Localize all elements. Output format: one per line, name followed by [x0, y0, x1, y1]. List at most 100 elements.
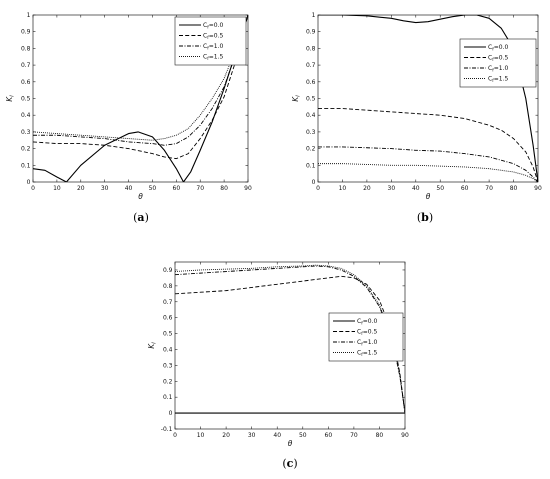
x-tick-label: 80 [510, 185, 518, 192]
y-tick-label: 0.4 [21, 112, 31, 119]
legend-entry-subscript: f [207, 24, 209, 29]
x-tick-label: 60 [461, 185, 469, 192]
y-tick-label: 0 [27, 179, 31, 186]
legend-entry: Cf=1.0 [488, 65, 508, 72]
y-tick-label: 1 [312, 12, 316, 19]
caption-letter: b [421, 211, 429, 224]
chart-panel-a: 0 10 20 30 40 50 60 70 80 90 0 0.1 0.2 0.3 0.4 0.5 0.6 0.… [5, 12, 252, 224]
x-tick-label: 10 [197, 432, 205, 439]
y-tick-label: 1 [27, 12, 31, 19]
legend: Cf=0.0Cf=0.5Cf=1.0Cf=1.5 [174, 16, 247, 66]
x-tick-label: 90 [534, 185, 542, 192]
series-line-dashdot [33, 15, 248, 146]
caption-paren-close: ) [145, 211, 149, 224]
y-axis-label: KI [291, 95, 302, 102]
y-tick-label: 0.5 [306, 96, 316, 103]
legend-entry-value: =0.0 [363, 318, 378, 325]
y-tick-label: 0.6 [306, 79, 316, 86]
x-tick-label: 80 [376, 432, 384, 439]
y-tick-label: 0.2 [163, 378, 173, 385]
caption-paren-close: ) [429, 211, 433, 224]
legend-entry-subscript: f [492, 46, 494, 51]
legend-entry-value: =0.0 [494, 44, 509, 51]
caption-paren-close: ) [293, 457, 297, 470]
legend-entry-subscript: f [492, 78, 494, 83]
legend-entry-base: C [357, 350, 361, 357]
legend-entry: Cf=0.5 [488, 55, 508, 62]
legend-entry: Cf=1.5 [203, 54, 223, 61]
legend-entry-subscript: f [492, 57, 494, 62]
legend-entry-subscript: f [361, 341, 363, 346]
x-tick-label: 10 [339, 185, 347, 192]
legend-entry-subscript: f [207, 45, 209, 50]
x-tick-label: 20 [77, 185, 85, 192]
y-tick-label: 0.5 [21, 96, 31, 103]
y-tick-label: 0.1 [21, 162, 31, 169]
legend-entry-value: =1.5 [494, 76, 509, 83]
legend-entry: Cf=0.0 [488, 44, 508, 51]
y-tick-label: 0.7 [163, 299, 173, 306]
series-line-solid [33, 15, 248, 182]
legend-entry-base: C [203, 43, 207, 50]
series-line-dotted [318, 163, 538, 182]
y-tick-label: 0.2 [21, 146, 31, 153]
chart-panel-c: 0 10 20 30 40 50 60 70 80 90-0.100.10.20.30.40.50… [147, 261, 409, 470]
legend-entry: Cf=0.0 [203, 22, 223, 29]
legend-entry-base: C [203, 33, 207, 40]
legend-entry-base: C [488, 55, 492, 62]
x-tick-label: 90 [244, 185, 252, 192]
legend-entry-base: C [488, 44, 492, 51]
x-tick-label: 0 [31, 185, 35, 192]
legend-entry-subscript: f [361, 320, 363, 325]
x-tick-label: 60 [173, 185, 181, 192]
x-tick-label: 50 [299, 432, 307, 439]
x-tick-label: 30 [388, 185, 396, 192]
y-tick-label: 0.7 [306, 62, 316, 69]
y-tick-label: 0.9 [21, 29, 31, 36]
x-axis-label: θ [138, 192, 143, 201]
y-tick-label: 0.6 [163, 315, 173, 322]
x-tick-label: 60 [325, 432, 333, 439]
y-tick-label: 0.3 [21, 129, 31, 136]
x-tick-label: 70 [196, 185, 204, 192]
y-tick-label: 0.7 [21, 62, 31, 69]
x-axis-label: θ [288, 439, 293, 448]
caption-paren-open: ( [417, 211, 421, 224]
y-tick-label: 0 [169, 410, 173, 417]
x-tick-label: 90 [401, 432, 409, 439]
caption-paren-open: ( [133, 211, 137, 224]
legend-entry-value: =0.0 [209, 22, 224, 29]
legend-entry-subscript: f [207, 56, 209, 61]
legend-entry-base: C [488, 76, 492, 83]
x-tick-label: 20 [363, 185, 371, 192]
legend-entry-value: =0.5 [363, 329, 378, 336]
legend-entry-base: C [357, 339, 361, 346]
legend-entry: Cf=0.5 [357, 329, 377, 336]
legend-entry: Cf=0.5 [203, 33, 223, 40]
legend-entry-value: =1.0 [363, 339, 378, 346]
legend-entry: Cf=1.5 [488, 76, 508, 83]
x-axis-label: θ [426, 192, 431, 201]
legend-entry-subscript: f [361, 352, 363, 357]
caption-paren-open: ( [282, 457, 286, 470]
legend-entry-value: =1.5 [209, 54, 224, 61]
y-tick-label: 0.9 [306, 29, 316, 36]
x-tick-label: 20 [222, 432, 230, 439]
series-line-dashed [318, 108, 538, 182]
legend-entry: Cf=1.0 [203, 43, 223, 50]
y-tick-label: 0.9 [163, 267, 173, 274]
legend-entry-value: =1.5 [363, 350, 378, 357]
x-tick-label: 70 [350, 432, 358, 439]
legend: Cf=0.0Cf=0.5Cf=1.0Cf=1.5 [328, 312, 404, 362]
legend-entry: Cf=0.0 [357, 318, 377, 325]
legend-entry-subscript: f [207, 35, 209, 40]
y-tick-label: 0 [312, 179, 316, 186]
legend-entry-value: =0.5 [494, 55, 509, 62]
y-tick-label: 0.8 [21, 45, 31, 52]
y-tick-label: 0.8 [306, 45, 316, 52]
y-tick-label: 0.1 [163, 394, 173, 401]
legend-entry-value: =1.0 [494, 65, 509, 72]
x-tick-label: 30 [101, 185, 109, 192]
legend-entry-subscript: f [361, 331, 363, 336]
y-tick-label: -0.1 [161, 426, 173, 433]
